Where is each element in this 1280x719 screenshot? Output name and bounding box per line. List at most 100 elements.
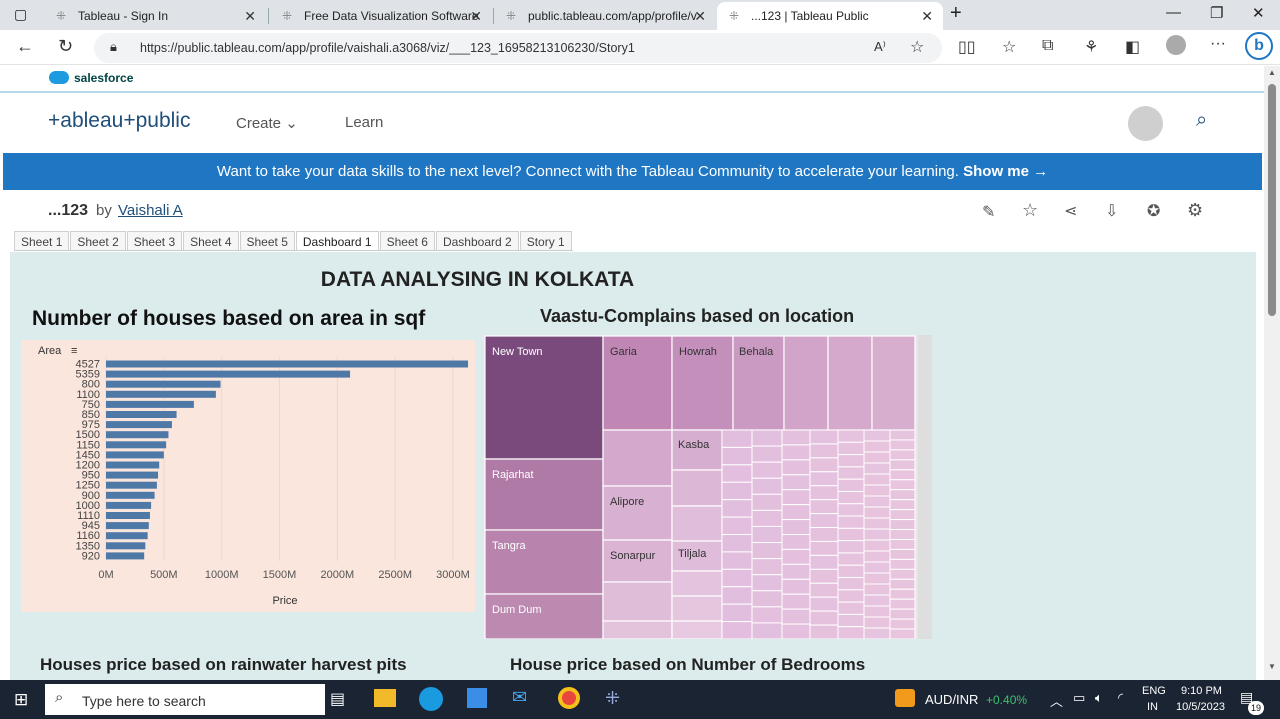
bar[interactable] bbox=[106, 431, 169, 439]
close-window-icon[interactable]: ✕ bbox=[1252, 5, 1265, 22]
treemap-cell[interactable] bbox=[751, 542, 783, 560]
close-tab-icon[interactable]: ✕ bbox=[244, 8, 256, 24]
treemap-cell[interactable] bbox=[837, 564, 865, 579]
bar[interactable] bbox=[106, 512, 150, 519]
bar[interactable] bbox=[106, 471, 159, 479]
treemap-cell-howrah[interactable] bbox=[671, 335, 734, 431]
bar[interactable] bbox=[106, 501, 152, 509]
bar[interactable] bbox=[106, 451, 164, 459]
battery-icon[interactable]: ▭ bbox=[1073, 690, 1086, 705]
share-icon[interactable]: ⋖ bbox=[1064, 203, 1078, 220]
treemap-cell[interactable] bbox=[751, 445, 783, 463]
clock-date[interactable]: 10/5/2023 bbox=[1176, 701, 1225, 713]
wifi-icon[interactable]: ◜ bbox=[1118, 690, 1124, 705]
taskbar-search-box[interactable]: ⌕ Type here to search bbox=[45, 684, 325, 715]
treemap-cell[interactable] bbox=[751, 590, 783, 608]
treemap-cell[interactable] bbox=[837, 577, 865, 591]
sidebar-icon[interactable]: ◧ bbox=[1125, 39, 1141, 56]
treemap-cell[interactable] bbox=[863, 583, 891, 596]
treemap-cell[interactable] bbox=[781, 593, 811, 610]
bar[interactable] bbox=[106, 411, 177, 418]
treemap-cell[interactable] bbox=[837, 441, 865, 456]
bar[interactable] bbox=[106, 390, 216, 398]
treemap-cell[interactable] bbox=[863, 539, 891, 552]
treemap-cell[interactable] bbox=[809, 596, 839, 612]
tab-dashboard-1[interactable]: Dashboard 1 bbox=[295, 231, 379, 250]
tab-story-1[interactable]: Story 1 bbox=[519, 231, 572, 250]
treemap-cell[interactable] bbox=[863, 572, 891, 585]
treemap-cell[interactable] bbox=[721, 446, 753, 466]
treemap-cell[interactable] bbox=[837, 552, 865, 566]
treemap-cell[interactable] bbox=[889, 598, 916, 610]
treemap-cell[interactable] bbox=[781, 444, 811, 461]
sort-icon[interactable]: ≡ bbox=[71, 345, 77, 357]
tray-overflow-icon[interactable]: ︿ bbox=[1050, 694, 1064, 709]
nav-create[interactable]: Create ⌄ bbox=[236, 115, 298, 132]
tab-sheet-2[interactable]: Sheet 2 bbox=[70, 231, 126, 250]
scroll-down-icon[interactable]: ▼ bbox=[1268, 662, 1276, 671]
treemap-cell[interactable] bbox=[602, 620, 673, 639]
chrome-icon[interactable] bbox=[558, 687, 580, 709]
edit-icon[interactable]: ✎ bbox=[982, 204, 996, 221]
treemap-cell[interactable] bbox=[809, 485, 839, 501]
treemap-cell[interactable] bbox=[809, 457, 839, 473]
browser-tab-profile[interactable]: ⁜ public.tableau.com/app/profile/v ✕ bbox=[505, 8, 706, 24]
settings-gear-icon[interactable]: ⚙ bbox=[1187, 200, 1204, 220]
treemap-cell[interactable] bbox=[863, 616, 891, 629]
treemap-cell[interactable] bbox=[671, 505, 723, 542]
treemap-cell-garia[interactable] bbox=[602, 335, 673, 431]
close-tab-icon[interactable]: ✕ bbox=[921, 8, 933, 24]
treemap-cell[interactable] bbox=[889, 588, 916, 600]
treemap-cell[interactable] bbox=[889, 578, 916, 590]
treemap-cell[interactable] bbox=[889, 608, 916, 620]
treemap-cell[interactable] bbox=[889, 519, 916, 531]
treemap-cell[interactable] bbox=[751, 622, 783, 639]
treemap-cell[interactable] bbox=[751, 493, 783, 511]
treemap-cell[interactable] bbox=[809, 554, 839, 570]
minimize-icon[interactable]: — bbox=[1166, 4, 1181, 21]
task-view-icon[interactable]: ▤ bbox=[330, 691, 346, 708]
treemap-cell[interactable] bbox=[721, 534, 753, 553]
treemap-cell[interactable] bbox=[809, 499, 839, 515]
favorite-star-icon[interactable]: ☆ bbox=[910, 39, 925, 56]
file-explorer-icon[interactable] bbox=[374, 689, 396, 707]
browser-tab-active[interactable]: ⁜ ...123 | Tableau Public ✕ bbox=[717, 2, 943, 30]
page-scrollbar[interactable]: ▲ ▼ bbox=[1264, 66, 1280, 680]
treemap-cell[interactable] bbox=[751, 477, 783, 495]
bar[interactable] bbox=[106, 491, 155, 499]
tableau-public-logo[interactable]: +ableau+public bbox=[48, 109, 191, 132]
treemap-cell[interactable] bbox=[837, 540, 865, 554]
bar[interactable] bbox=[106, 461, 160, 469]
treemap-cell[interactable] bbox=[751, 461, 783, 479]
treemap-cell[interactable] bbox=[781, 489, 811, 506]
bar[interactable] bbox=[106, 542, 146, 550]
treemap-cell[interactable] bbox=[889, 499, 916, 511]
treemap-cell[interactable] bbox=[781, 429, 811, 446]
treemap-cell-sonarpur[interactable] bbox=[602, 539, 673, 583]
treemap-cell[interactable] bbox=[863, 462, 891, 475]
treemap-cell[interactable] bbox=[809, 443, 839, 459]
treemap-cell[interactable] bbox=[751, 558, 783, 576]
favorites-icon[interactable]: ☆ bbox=[1002, 39, 1017, 56]
treemap-cell[interactable] bbox=[721, 429, 753, 448]
address-bar[interactable]: 🔒︎ https://public.tableau.com/app/profil… bbox=[94, 33, 942, 63]
treemap-cell[interactable] bbox=[781, 504, 811, 521]
treemap-cell[interactable] bbox=[721, 568, 753, 588]
treemap-cell[interactable] bbox=[809, 610, 839, 626]
language-line-1[interactable]: ENG bbox=[1142, 685, 1166, 697]
treemap-cell[interactable] bbox=[889, 429, 916, 441]
bar[interactable] bbox=[106, 380, 221, 388]
windows-start-icon[interactable]: ⊞ bbox=[14, 690, 29, 709]
author-link[interactable]: Vaishali A bbox=[118, 202, 183, 219]
treemap-cell[interactable] bbox=[781, 578, 811, 595]
treemap-cell[interactable] bbox=[721, 499, 753, 518]
treemap-cell[interactable] bbox=[837, 515, 865, 529]
treemap-cell[interactable] bbox=[863, 495, 891, 508]
treemap-cell[interactable] bbox=[721, 621, 753, 639]
bar[interactable] bbox=[106, 532, 148, 540]
currency-pair[interactable]: AUD/INR bbox=[925, 692, 979, 707]
treemap-cell[interactable] bbox=[751, 429, 783, 447]
language-line-2[interactable]: IN bbox=[1147, 701, 1158, 713]
treemap-cell[interactable] bbox=[889, 538, 916, 550]
treemap-cell[interactable] bbox=[781, 519, 811, 535]
